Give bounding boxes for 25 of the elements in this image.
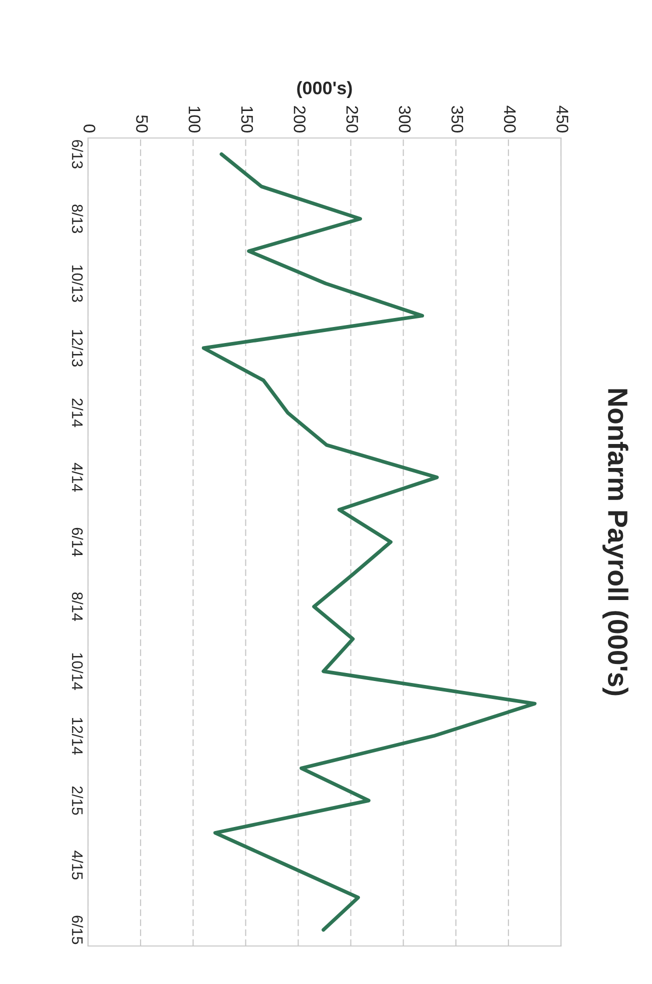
y-tick-label: 6/15	[72, 916, 84, 944]
x-tick-label: 0	[84, 124, 96, 132]
x-tick-label: 300	[398, 106, 411, 132]
x-tick-label: 350	[451, 106, 464, 132]
y-tick-label: 6/13	[72, 140, 84, 168]
y-tick-label: 10/14	[72, 653, 84, 690]
y-tick-label: 12/13	[72, 330, 84, 367]
y-tick-label: 8/14	[72, 592, 84, 622]
x-tick-label: 250	[346, 106, 358, 132]
text: Nonfarm Payroll (000's)	[602, 389, 628, 696]
x-tick-label: 150	[241, 106, 253, 132]
y-tick-label: 2/15	[72, 786, 84, 815]
y-tick-label: 4/14	[72, 462, 84, 492]
x-tick-label: 100	[188, 106, 200, 132]
x-axis-title: (000's)	[297, 81, 352, 98]
y-tick-label: 10/13	[72, 265, 84, 302]
y-tick-label: 4/15	[72, 850, 84, 880]
x-tick-label: 50	[136, 115, 148, 132]
x-tick-label: 200	[294, 106, 306, 132]
y-tick-label: 12/14	[72, 718, 84, 755]
x-tick-label: 400	[504, 106, 516, 132]
y-tick-label: 6/14	[72, 528, 84, 556]
y-tick-label: 8/13	[72, 204, 84, 233]
y-tick-label: 2/14	[72, 398, 84, 428]
x-tick-label: 450	[556, 106, 568, 132]
